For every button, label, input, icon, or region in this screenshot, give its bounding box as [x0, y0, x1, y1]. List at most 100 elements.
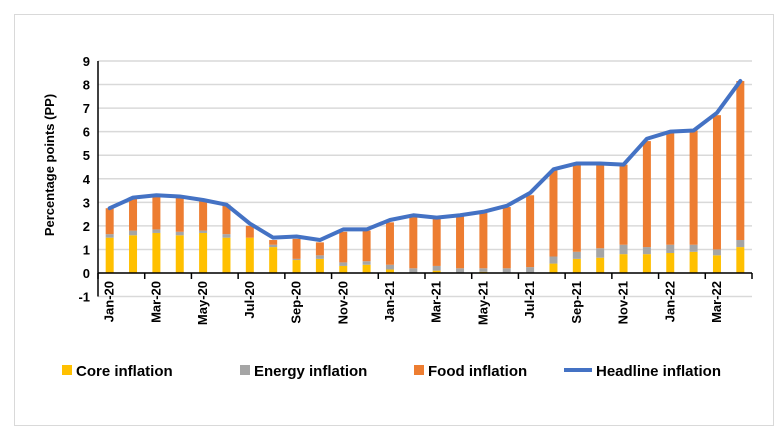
energy-inflation-bar	[642, 247, 651, 255]
energy-inflation-bar	[596, 248, 605, 258]
food-inflation-bar	[736, 81, 745, 241]
energy-inflation-bar	[362, 261, 371, 265]
food-inflation-bar	[152, 195, 161, 230]
food-inflation-bar	[642, 141, 651, 248]
core-inflation-bar	[432, 270, 441, 273]
x-tick-label: Jul-20	[242, 281, 257, 319]
food-inflation-bar	[432, 218, 441, 266]
energy-inflation-bar	[736, 240, 745, 248]
food-inflation-bar	[199, 199, 208, 231]
food-inflation-bar	[596, 163, 605, 249]
core-inflation-bar	[642, 254, 651, 273]
energy-inflation-bar	[385, 264, 394, 270]
food-inflation-bar	[222, 204, 231, 235]
core-inflation-bar	[572, 258, 581, 273]
x-tick-label: May-21	[475, 281, 490, 325]
y-tick-label: 0	[83, 266, 90, 281]
core-inflation-bar	[269, 247, 278, 273]
legend-item: Food inflation	[414, 363, 527, 380]
legend-label: Headline inflation	[596, 363, 721, 380]
food-inflation-bar	[129, 197, 138, 231]
x-tick-label: Mar-21	[429, 281, 444, 323]
core-inflation-bar	[292, 260, 301, 273]
energy-inflation-bar	[432, 265, 441, 271]
x-tick-label: Mar-22	[709, 281, 724, 323]
y-tick-label: -1	[78, 290, 90, 305]
x-tick-label: Jan-22	[662, 281, 677, 322]
energy-inflation-bar	[572, 251, 581, 259]
x-tick-label: Jul-21	[522, 281, 537, 319]
energy-inflation-bar	[339, 262, 348, 266]
energy-inflation-bar	[409, 268, 418, 273]
food-inflation-bar	[292, 238, 301, 259]
energy-inflation-bar	[269, 244, 278, 248]
y-tick-label: 4	[83, 172, 91, 187]
core-inflation-bar	[362, 264, 371, 273]
energy-inflation-bar	[526, 267, 535, 273]
food-inflation-bar	[105, 208, 114, 235]
energy-inflation-bar	[152, 229, 161, 233]
y-tick-label: 8	[83, 78, 90, 93]
core-inflation-bar	[549, 263, 558, 273]
energy-inflation-bar	[502, 268, 511, 273]
y-tick-label: 3	[83, 195, 90, 210]
core-inflation-bar	[712, 255, 721, 273]
legend-swatch	[414, 365, 424, 375]
x-tick-label: Jan-20	[102, 281, 117, 322]
energy-inflation-bar	[619, 244, 628, 255]
food-inflation-bar	[315, 242, 324, 256]
legend-item: Energy inflation	[240, 363, 367, 380]
core-inflation-bar	[315, 258, 324, 273]
core-inflation-bar	[222, 237, 231, 273]
x-tick-label: Mar-20	[148, 281, 163, 323]
food-inflation-bar	[619, 164, 628, 245]
food-inflation-bar	[339, 231, 348, 263]
energy-inflation-bar	[666, 244, 675, 253]
core-inflation-bar	[596, 257, 605, 273]
legend-swatch	[240, 365, 250, 375]
x-tick-label: Nov-21	[616, 281, 631, 324]
core-inflation-bar	[689, 251, 698, 273]
legend-label: Food inflation	[428, 363, 527, 380]
energy-inflation-bar	[712, 249, 721, 256]
food-inflation-bar	[666, 131, 675, 245]
energy-inflation-bar	[222, 234, 231, 238]
legend-swatch	[62, 365, 72, 375]
food-inflation-bar	[456, 215, 465, 269]
food-inflation-bar	[269, 240, 278, 245]
core-inflation-bar	[199, 232, 208, 273]
legend-item: Core inflation	[62, 363, 173, 380]
energy-inflation-bar	[456, 268, 465, 273]
x-tick-label: Nov-20	[335, 281, 350, 324]
y-tick-label: 7	[83, 101, 90, 116]
core-inflation-bar	[385, 269, 394, 273]
x-tick-label: Sep-20	[289, 281, 304, 324]
core-inflation-bar	[105, 237, 114, 273]
y-tick-label: 9	[83, 54, 90, 69]
y-tick-label: 1	[83, 242, 90, 257]
core-inflation-bar	[245, 237, 254, 273]
core-inflation-bar	[129, 235, 138, 273]
x-tick-label: May-20	[195, 281, 210, 325]
food-inflation-bar	[385, 222, 394, 265]
legend-label: Energy inflation	[254, 363, 367, 380]
legend-item: Headline inflation	[564, 363, 721, 380]
chart-frame	[14, 14, 774, 426]
core-inflation-bar	[152, 232, 161, 273]
y-axis-label: Percentage points (PP)	[42, 94, 57, 236]
food-inflation-bar	[549, 170, 558, 257]
food-inflation-bar	[175, 196, 184, 232]
food-inflation-bar	[479, 212, 488, 269]
core-inflation-bar	[339, 265, 348, 273]
core-inflation-bar	[666, 252, 675, 273]
food-inflation-bar	[362, 230, 371, 262]
energy-inflation-bar	[689, 244, 698, 252]
core-inflation-bar	[175, 235, 184, 273]
food-inflation-bar	[572, 163, 581, 252]
food-inflation-bar	[689, 130, 698, 245]
core-inflation-bar	[619, 254, 628, 273]
x-tick-label: Jan-21	[382, 281, 397, 322]
legend-label: Core inflation	[76, 363, 173, 380]
food-inflation-bar	[502, 207, 511, 269]
